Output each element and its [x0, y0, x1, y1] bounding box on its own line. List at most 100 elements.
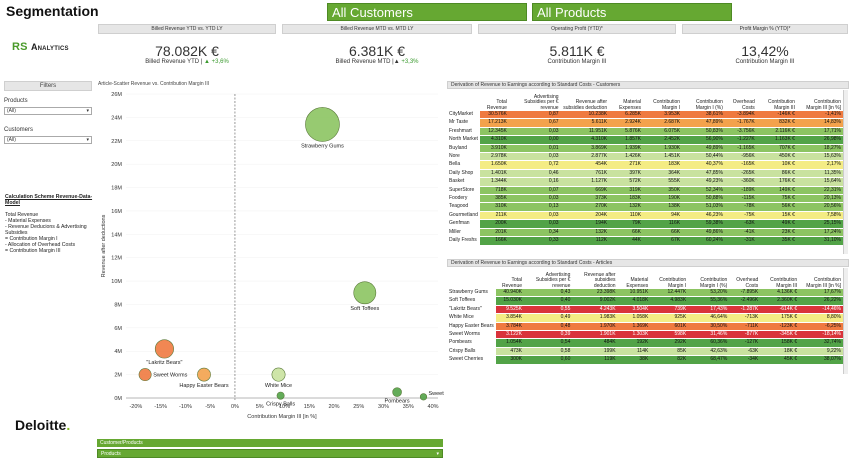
articles-col-header[interactable]	[447, 268, 496, 289]
articles-col-header[interactable]: Overhead Costs	[736, 277, 759, 289]
y-tick-label: 2M	[114, 373, 122, 379]
customers-filter-select[interactable]: (All) ▾	[4, 136, 92, 144]
tab-all-customers[interactable]: All Customers	[327, 3, 527, 21]
table-row[interactable]: "Lakritz Bears" 9.525K 0,55 4.243K 3.504K 739…	[447, 305, 843, 315]
table-row[interactable]: SuperStore 718K 0,07 669K 319K 350K 52,34% -189…	[447, 186, 843, 196]
table-cell: 4.310K	[560, 135, 610, 145]
table-cell: 60,36%	[688, 338, 730, 348]
row-label[interactable]: "Lakritz Bears"	[447, 305, 496, 315]
scatter-point[interactable]	[419, 393, 428, 401]
scatter-point[interactable]	[271, 367, 286, 382]
scatter-point[interactable]	[154, 339, 174, 359]
customers-col-header[interactable]: Revenue after subsidies deduction	[563, 99, 608, 111]
customers-col-header[interactable]: Contribution Margin III	[768, 99, 795, 111]
row-label[interactable]: Freshmart	[447, 127, 480, 137]
table-cell: 194K	[560, 219, 610, 229]
row-label[interactable]: Basket	[447, 177, 480, 187]
table-row[interactable]: Genfman 200K 0,03 194K 79K 116K 59,38% -63K 49K …	[447, 219, 843, 229]
row-label[interactable]: Gourmetland	[447, 211, 480, 221]
scatter-point-label: Strawberry Gums	[301, 143, 344, 149]
row-label[interactable]: Miller	[447, 228, 480, 238]
scatter-point[interactable]	[305, 107, 340, 142]
customers-col-header[interactable]: Overhead Costs	[732, 99, 755, 111]
table-row[interactable]: Bella 1.650K 0,72 454K 271K 183K 40,37% -165K 10…	[447, 160, 843, 170]
table-row[interactable]: Sweet Cherries 300K 0,60 119K 38K 82K 68,47% -3…	[447, 355, 843, 365]
table-row[interactable]: Buyland 3.910K 0,01 3.869K 1.939K 1.930K 49,89…	[447, 144, 843, 154]
table-cell: 9,22%	[799, 347, 843, 357]
row-label[interactable]: Soft Toffees	[447, 296, 496, 306]
table-row[interactable]: Mr Taste 17.213K 0,67 5.611K 2.924K 2.687K 47,…	[447, 118, 843, 128]
table-row[interactable]: White Mice 3.854K 0,49 1.983K 1.058K 925K 46,6…	[447, 313, 843, 323]
row-label[interactable]: Crispy Balls	[447, 347, 496, 357]
scatter-chart: 0M 2M 4M 6M 8M 10M 12M 14M 16M 18M 20M 22M 24M 26M -20…	[101, 92, 444, 420]
table-row[interactable]: Sweet Worms 3.122K 0,39 1.901K 1.303K 598K 31,…	[447, 330, 843, 340]
row-label[interactable]: Bella	[447, 160, 480, 170]
scatter-point[interactable]	[353, 281, 377, 305]
scatter-point[interactable]	[138, 368, 152, 382]
table-row[interactable]: Basket 1.344K 0,16 1.127K 572K 555K 49,23% -360…	[447, 177, 843, 187]
row-label[interactable]: Teagood	[447, 202, 480, 212]
row-label[interactable]: Buyland	[447, 144, 480, 154]
scatter-point[interactable]	[197, 367, 211, 382]
customers-col-header[interactable]: Contribution Margin I (%)	[695, 99, 723, 111]
table-row[interactable]: Gourmetland 211K 0,03 204K 110K 94K 46,23% -75K…	[447, 211, 843, 221]
customer-products-select[interactable]: Products ▾	[97, 449, 443, 458]
scatter-point[interactable]	[392, 387, 402, 397]
customers-col-header[interactable]: Total Revenue	[486, 99, 507, 111]
table-row[interactable]: Happy Easter Bears 3.784K 0,48 1.970K 1.369K…	[447, 322, 843, 332]
articles-table-scrollbar[interactable]	[843, 268, 848, 374]
articles-col-header[interactable]: Advertising Subsidies per € revenue	[535, 271, 571, 289]
row-label[interactable]: Foodery	[447, 194, 480, 204]
table-row[interactable]: Strawberry Gums 40.940K 0,43 23.398K 10.951K…	[447, 289, 843, 298]
row-label[interactable]: White Mice	[447, 313, 496, 323]
articles-col-header[interactable]: Contribution Margin III [in %]	[806, 277, 841, 289]
row-label[interactable]: Pombears	[447, 338, 496, 348]
table-row[interactable]: Soft Toffees 15.030K 0,40 9.002K 4.018K 4.983…	[447, 296, 843, 306]
row-label[interactable]: Sweet Worms	[447, 330, 496, 340]
row-label[interactable]: SuperStore	[447, 186, 480, 196]
table-cell: 176K €	[756, 177, 797, 187]
scatter-point[interactable]	[276, 391, 285, 400]
articles-col-header[interactable]: Total Revenue	[501, 277, 522, 289]
articles-col-header[interactable]: Material Expenses	[626, 277, 649, 289]
table-cell: 0,03	[508, 127, 561, 137]
calc-line: Total Revenue	[5, 212, 39, 218]
customers-col-header[interactable]	[447, 90, 480, 111]
products-filter-select[interactable]: (All) ▾	[4, 107, 92, 115]
articles-col-header[interactable]: Contribution Margin I (%)	[700, 277, 728, 289]
customers-table-scrollbar[interactable]	[843, 90, 848, 254]
row-label[interactable]: Nore	[447, 152, 480, 162]
row-label[interactable]: CityMarket	[447, 111, 480, 120]
row-label[interactable]: Happy Easter Bears	[447, 322, 496, 332]
row-label[interactable]: Sweet Cherries	[447, 355, 496, 365]
row-label[interactable]: Strawberry Gums	[447, 289, 496, 298]
customers-col-header[interactable]: Advertising Subsidies per € revenue	[524, 93, 559, 111]
table-row[interactable]: Crispy Balls 473K 0,58 199K 114K 85K 42,63% -63…	[447, 347, 843, 357]
row-label[interactable]: Genfman	[447, 219, 480, 229]
table-row[interactable]: Pombears 1.054K 0,54 484K 192K 292K 60,36% -127…	[447, 338, 843, 348]
articles-col-header[interactable]: Revenue after subsidies deduction	[584, 271, 616, 289]
row-label[interactable]: Daily Freshs	[447, 236, 480, 246]
articles-col-header[interactable]: Contribution Margin III	[770, 277, 798, 289]
customers-col-header[interactable]: Contribution Margin III [in %]	[806, 99, 841, 111]
table-row[interactable]: Miller 201K 0,34 132K 66K 66K 49,86% -41K 23K €1…	[447, 228, 843, 238]
table-row[interactable]: North Market 4.310K 0,00 4.310K 1.857K 2.452K…	[447, 135, 843, 145]
table-row[interactable]: Nore 2.978K 0,03 2.877K 1.426K 1.451K 50,44% -9…	[447, 152, 843, 162]
tab-all-products[interactable]: All Products	[532, 3, 732, 21]
table-cell: 45K €	[760, 355, 800, 365]
customers-col-header[interactable]: Material Expenses	[619, 99, 642, 111]
table-row[interactable]: Freshmart 12.345K 0,03 11.951K 5.876K 6.075K 5…	[447, 127, 843, 137]
table-cell: 25,15%	[796, 219, 843, 229]
row-label[interactable]: Daily Shop	[447, 169, 480, 179]
table-row[interactable]: Daily Freshs 166K 0,33 112K 44K 67K 60,24% -31K…	[447, 236, 843, 246]
table-row[interactable]: Teagood 310K 0,13 270K 132K 138K 51,03% -78K 56K…	[447, 202, 843, 212]
customers-col-header[interactable]: Contribution Margin I	[653, 99, 681, 111]
row-label[interactable]: North Market	[447, 135, 480, 145]
articles-col-header[interactable]: Contribution Margin I	[659, 277, 687, 289]
table-cell: -146K €	[756, 111, 797, 120]
table-row[interactable]: CityMarket 30.576K 0,87 10.238K 6.285K 3.953K…	[447, 111, 843, 120]
row-label[interactable]: Mr Taste	[447, 118, 480, 128]
table-row[interactable]: Foodery 385K 0,03 373K 183K 190K 50,88% -115K 75…	[447, 194, 843, 204]
table-row[interactable]: Daily Shop 1.401K 0,46 761K 397K 364K 47,85% -2…	[447, 169, 843, 179]
calc-line: - Allocation of Overhead Costs	[5, 242, 76, 248]
